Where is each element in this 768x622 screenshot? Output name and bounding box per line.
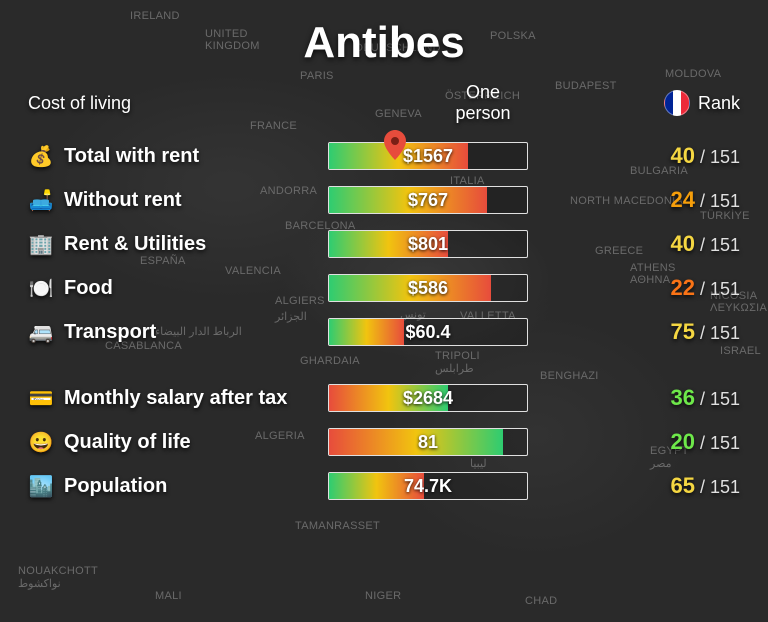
metric-bar: $1567 (328, 142, 528, 170)
metric-rank: 65 / 151 (528, 473, 740, 499)
metric-row: 💳Monthly salary after tax$268436 / 151 (28, 376, 740, 420)
metric-rank: 24 / 151 (528, 187, 740, 213)
metric-label-text: Rent & Utilities (64, 233, 206, 256)
metric-label: 💳 Monthly salary after tax (28, 386, 328, 411)
rank-position: 75 (670, 319, 694, 344)
metric-bar: $60.4 (328, 318, 528, 346)
metric-row: 🍽️Food$58622 / 151 (28, 266, 740, 310)
metric-label: 😀 Quality of life (28, 430, 328, 455)
country-flag-icon (664, 90, 690, 116)
metric-rank: 75 / 151 (528, 319, 740, 345)
metric-icon: 💳 (28, 386, 54, 411)
rank-total: / 151 (695, 323, 740, 343)
metric-label-text: Quality of life (64, 431, 191, 454)
metric-rank: 40 / 151 (528, 231, 740, 257)
rank-total: / 151 (695, 147, 740, 167)
metric-label: 💰 Total with rent (28, 144, 328, 169)
rank-total: / 151 (695, 389, 740, 409)
column-headers: Cost of living One person Rank (28, 82, 740, 124)
location-pin (384, 130, 406, 165)
metric-label-text: Without rent (64, 189, 182, 212)
metric-icon: 🏙️ (28, 474, 54, 499)
section-gap (28, 354, 740, 376)
rank-position: 40 (670, 231, 694, 256)
rank-position: 24 (670, 187, 694, 212)
metric-value: $1567 (329, 143, 527, 169)
metric-value: $2684 (329, 385, 527, 411)
metric-row: 🚐Transport$60.475 / 151 (28, 310, 740, 354)
metric-value: $586 (329, 275, 527, 301)
rank-total: / 151 (695, 433, 740, 453)
metric-value: $767 (329, 187, 527, 213)
metric-label: 🏢 Rent & Utilities (28, 232, 328, 257)
metric-rank: 20 / 151 (528, 429, 740, 455)
metric-row: 🛋️Without rent$76724 / 151 (28, 178, 740, 222)
metric-icon: 🏢 (28, 232, 54, 257)
section-label: Cost of living (28, 93, 328, 114)
metric-bar: $2684 (328, 384, 528, 412)
rank-total: / 151 (695, 191, 740, 211)
metric-value: 74.7K (329, 473, 527, 499)
metric-rank: 22 / 151 (528, 275, 740, 301)
metric-icon: 🍽️ (28, 276, 54, 301)
metric-label: 🍽️ Food (28, 276, 328, 301)
rank-position: 36 (670, 385, 694, 410)
rank-label: Rank (698, 93, 740, 114)
metric-label-text: Food (64, 277, 113, 300)
metric-icon: 😀 (28, 430, 54, 455)
metric-bar: $767 (328, 186, 528, 214)
metric-value: 81 (329, 429, 527, 455)
metric-bar: $801 (328, 230, 528, 258)
metric-rank: 40 / 151 (528, 143, 740, 169)
metric-icon: 🚐 (28, 320, 54, 345)
value-column-header: One person (328, 82, 528, 124)
metric-row: 😀Quality of life8120 / 151 (28, 420, 740, 464)
metric-label-text: Transport (64, 321, 156, 344)
metric-bar: 81 (328, 428, 528, 456)
metric-bar: 74.7K (328, 472, 528, 500)
metric-icon: 💰 (28, 144, 54, 169)
metric-label: 🛋️ Without rent (28, 188, 328, 213)
metric-label: 🚐 Transport (28, 320, 328, 345)
infographic-content: Antibes Cost of living One person Rank 💰… (0, 0, 768, 622)
page-title: Antibes (28, 18, 740, 68)
rank-position: 20 (670, 429, 694, 454)
metric-label-text: Monthly salary after tax (64, 387, 287, 410)
cost-rows: 💰Total with rent$156740 / 151🛋️Without r… (28, 134, 740, 354)
rank-column-header: Rank (528, 90, 740, 116)
rank-position: 22 (670, 275, 694, 300)
rank-position: 40 (670, 143, 694, 168)
rank-position: 65 (670, 473, 694, 498)
metric-bar: $586 (328, 274, 528, 302)
metric-label-text: Population (64, 475, 167, 498)
metric-label: 🏙️ Population (28, 474, 328, 499)
metric-value: $801 (329, 231, 527, 257)
rank-total: / 151 (695, 235, 740, 255)
metric-row: 🏙️Population74.7K65 / 151 (28, 464, 740, 508)
metric-label-text: Total with rent (64, 145, 199, 168)
summary-rows: 💳Monthly salary after tax$268436 / 151😀Q… (28, 376, 740, 508)
metric-rank: 36 / 151 (528, 385, 740, 411)
metric-row: 🏢Rent & Utilities$80140 / 151 (28, 222, 740, 266)
metric-value: $60.4 (329, 319, 527, 345)
rank-total: / 151 (695, 477, 740, 497)
rank-total: / 151 (695, 279, 740, 299)
metric-icon: 🛋️ (28, 188, 54, 213)
